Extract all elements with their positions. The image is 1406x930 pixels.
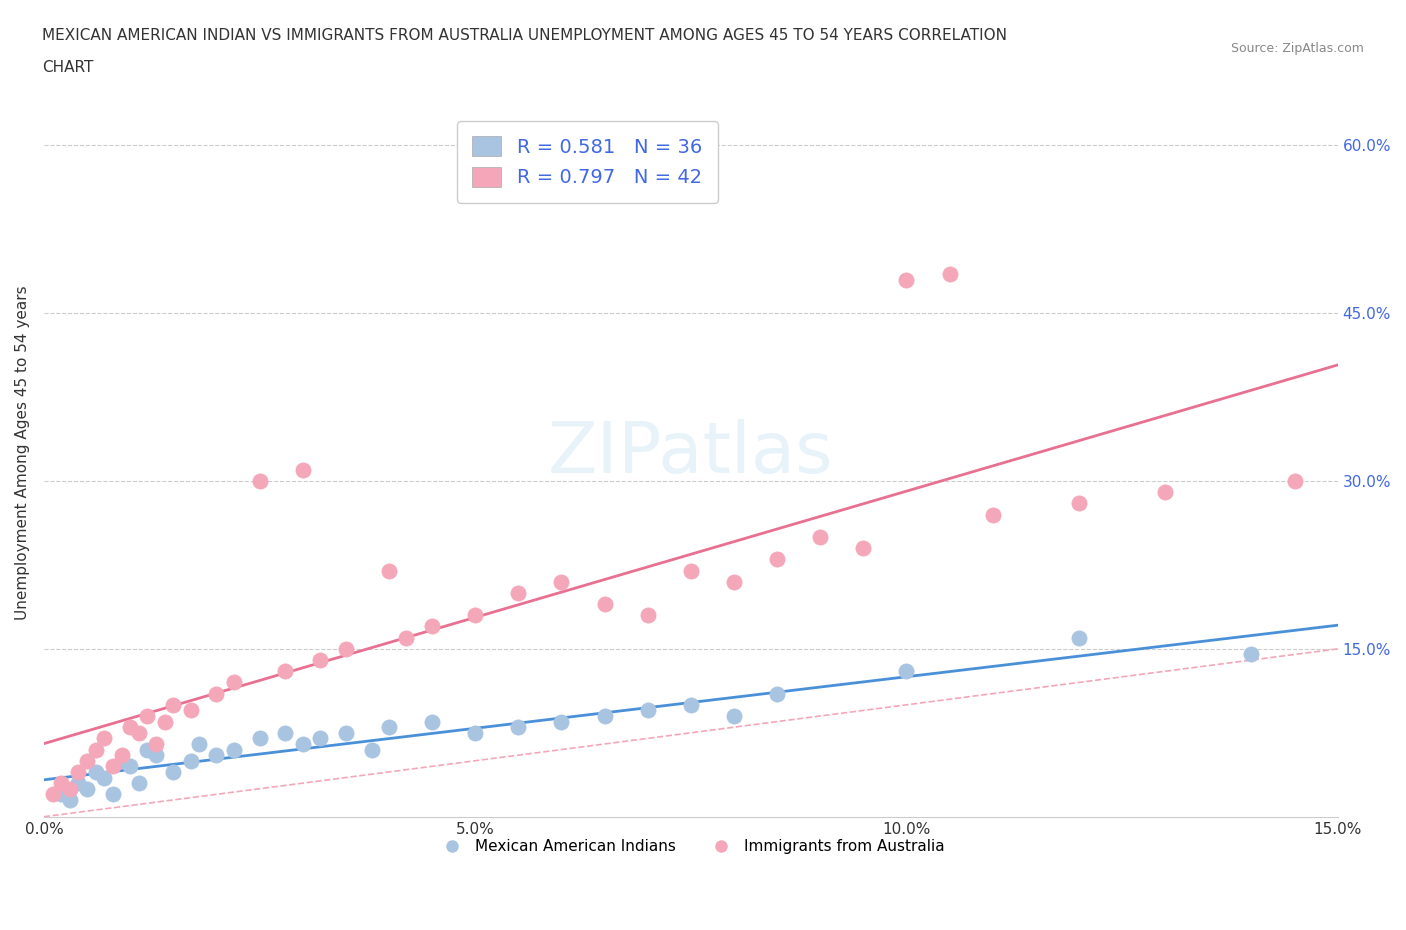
Point	[49, 776, 72, 790]
Point	[896, 272, 918, 287]
Point	[464, 608, 486, 623]
Point	[420, 714, 443, 729]
Text: CHART: CHART	[42, 60, 94, 75]
Point	[249, 473, 271, 488]
Point	[1067, 631, 1090, 645]
Point	[110, 748, 132, 763]
Point	[508, 586, 530, 601]
Point	[93, 731, 115, 746]
Point	[128, 776, 150, 790]
Point	[76, 781, 98, 796]
Point	[896, 664, 918, 679]
Point	[679, 563, 702, 578]
Point	[180, 753, 202, 768]
Point	[59, 781, 82, 796]
Point	[420, 619, 443, 634]
Point	[464, 725, 486, 740]
Point	[360, 742, 382, 757]
Point	[1284, 473, 1306, 488]
Point	[274, 725, 297, 740]
Point	[550, 714, 572, 729]
Point	[49, 787, 72, 802]
Point	[180, 703, 202, 718]
Point	[59, 792, 82, 807]
Point	[84, 764, 107, 779]
Point	[76, 753, 98, 768]
Point	[550, 575, 572, 590]
Point	[852, 540, 875, 555]
Legend: Mexican American Indians, Immigrants from Australia: Mexican American Indians, Immigrants fro…	[430, 832, 950, 860]
Point	[508, 720, 530, 735]
Point	[378, 563, 401, 578]
Point	[309, 731, 332, 746]
Point	[188, 737, 211, 751]
Point	[101, 787, 124, 802]
Point	[222, 742, 245, 757]
Point	[128, 725, 150, 740]
Point	[335, 642, 357, 657]
Point	[162, 764, 184, 779]
Point	[136, 709, 159, 724]
Point	[145, 748, 167, 763]
Point	[153, 714, 176, 729]
Point	[309, 653, 332, 668]
Point	[981, 507, 1004, 522]
Point	[120, 759, 142, 774]
Text: ZIPatlas: ZIPatlas	[548, 418, 834, 487]
Point	[101, 759, 124, 774]
Point	[291, 462, 314, 477]
Point	[84, 742, 107, 757]
Point	[1067, 496, 1090, 511]
Point	[766, 551, 789, 566]
Point	[1240, 647, 1263, 662]
Point	[593, 597, 616, 612]
Point	[274, 664, 297, 679]
Point	[1154, 485, 1177, 499]
Point	[808, 529, 831, 544]
Point	[162, 698, 184, 712]
Point	[67, 776, 90, 790]
Point	[766, 686, 789, 701]
Point	[41, 787, 63, 802]
Point	[145, 737, 167, 751]
Point	[938, 267, 960, 282]
Text: MEXICAN AMERICAN INDIAN VS IMMIGRANTS FROM AUSTRALIA UNEMPLOYMENT AMONG AGES 45 : MEXICAN AMERICAN INDIAN VS IMMIGRANTS FR…	[42, 28, 1007, 43]
Point	[249, 731, 271, 746]
Point	[136, 742, 159, 757]
Point	[395, 631, 418, 645]
Point	[205, 686, 228, 701]
Point	[67, 764, 90, 779]
Point	[222, 675, 245, 690]
Point	[679, 698, 702, 712]
Text: Source: ZipAtlas.com: Source: ZipAtlas.com	[1230, 42, 1364, 55]
Point	[93, 770, 115, 785]
Point	[378, 720, 401, 735]
Point	[335, 725, 357, 740]
Point	[120, 720, 142, 735]
Point	[593, 709, 616, 724]
Point	[205, 748, 228, 763]
Point	[637, 703, 659, 718]
Point	[637, 608, 659, 623]
Point	[110, 753, 132, 768]
Y-axis label: Unemployment Among Ages 45 to 54 years: Unemployment Among Ages 45 to 54 years	[15, 286, 30, 620]
Point	[723, 709, 745, 724]
Point	[723, 575, 745, 590]
Point	[291, 737, 314, 751]
